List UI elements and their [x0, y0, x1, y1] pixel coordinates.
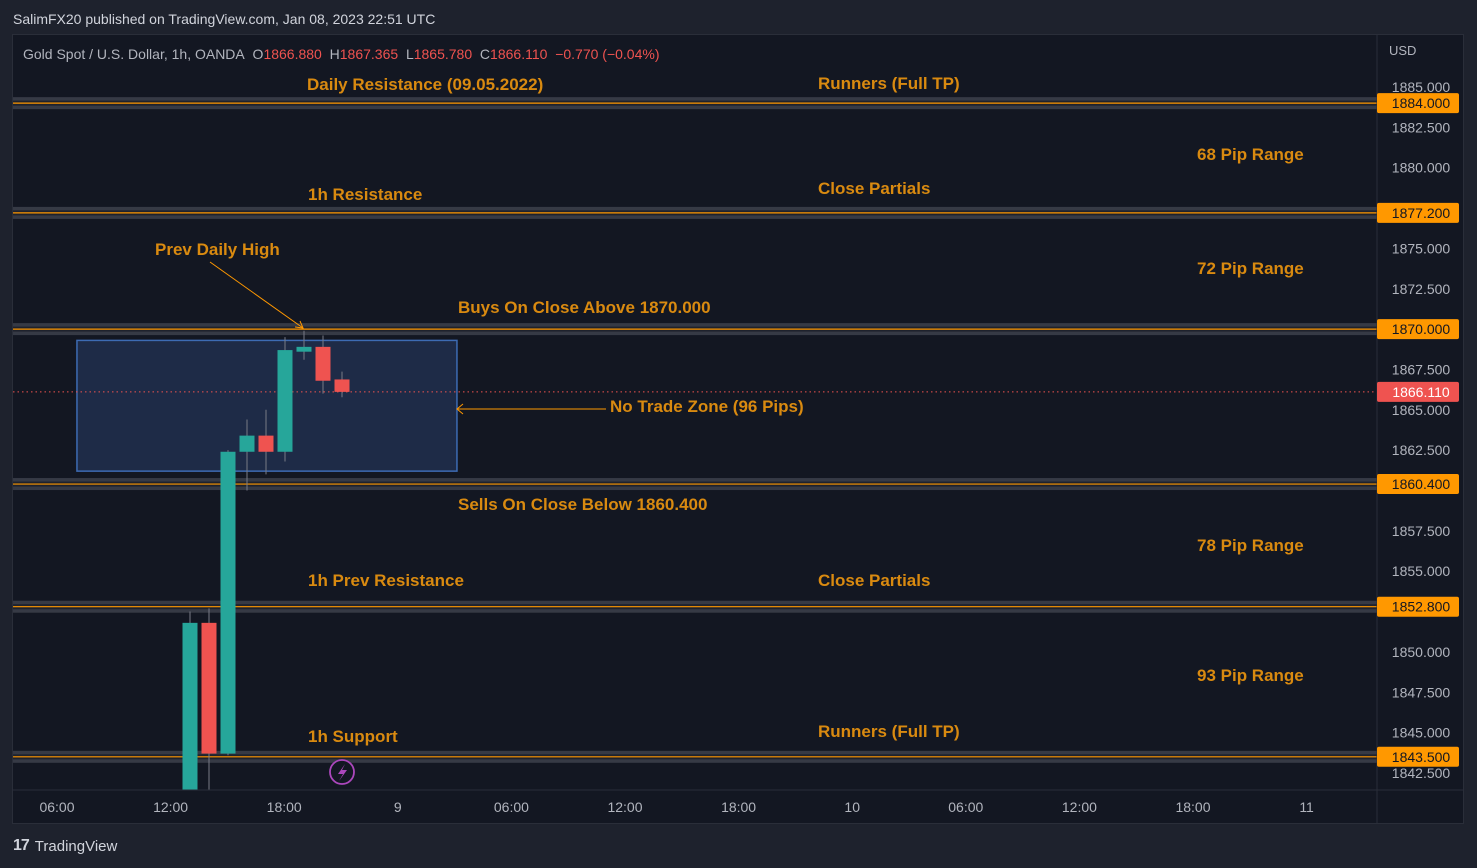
level-price-label-bg: [1377, 474, 1459, 495]
level-price-label-bg: [1377, 596, 1459, 617]
level-price-label: 1870.000: [1377, 319, 1459, 340]
low-label: L: [405, 46, 414, 62]
candle-body: [315, 346, 331, 381]
annotation-1h-prev-resistance: 1h Prev Resistance: [308, 571, 464, 590]
level-price-label-bg: [1377, 319, 1459, 340]
time-tick: 10: [844, 799, 860, 815]
high-value: 1867.365: [339, 46, 399, 62]
annotation-range-93: 93 Pip Range: [1197, 666, 1304, 685]
open-value: 1866.880: [263, 46, 322, 62]
price-tick: 1885.000: [1392, 79, 1451, 95]
arrow-head-icon: [456, 403, 464, 415]
level-price-label-text: 1877.200: [1392, 205, 1451, 221]
annotation-buys: Buys On Close Above 1870.000: [458, 298, 711, 317]
price-tick: 1880.000: [1392, 160, 1451, 176]
last-price-label: 1866.110: [1377, 381, 1459, 402]
annotation-runners-top: Runners (Full TP): [818, 74, 960, 93]
level-price-label-bg: [1377, 746, 1459, 767]
annotation-close-partials-bottom: Close Partials: [818, 571, 931, 590]
time-tick: 12:00: [1062, 799, 1097, 815]
price-tick: 1882.500: [1392, 119, 1451, 135]
time-tick: 11: [1299, 799, 1314, 815]
time-tick: 06:00: [494, 799, 529, 815]
level-price-label-text: 1884.000: [1392, 95, 1451, 111]
price-tick: 1875.000: [1392, 240, 1451, 256]
annotation-prev-daily-high: Prev Daily High: [155, 240, 280, 259]
price-tick: 1850.000: [1392, 644, 1451, 660]
level-price-label-text: 1870.000: [1392, 321, 1451, 337]
close-label: C: [479, 46, 491, 62]
level-price-label-bg: [1377, 93, 1459, 114]
candle-body: [220, 451, 236, 754]
price-tick: 1872.500: [1392, 281, 1451, 297]
level-price-label: 1877.200: [1377, 202, 1459, 223]
annotation-sells: Sells On Close Below 1860.400: [458, 495, 708, 514]
candle-body: [277, 350, 293, 452]
footer: 17 TradingView: [13, 837, 117, 855]
tradingview-logo-icon[interactable]: 17: [13, 837, 30, 854]
price-tick: 1855.000: [1392, 563, 1451, 579]
level-price-label-text: 1852.800: [1392, 599, 1451, 615]
level-price-label: 1860.400: [1377, 474, 1459, 495]
annotation-range-72: 72 Pip Range: [1197, 259, 1304, 278]
low-value: 1865.780: [413, 46, 473, 62]
prev-high-arrow: [209, 261, 304, 329]
price-tick: 1857.500: [1392, 523, 1451, 539]
time-tick: 18:00: [1175, 799, 1210, 815]
time-tick: 06:00: [39, 799, 74, 815]
plot-area: [13, 97, 1377, 790]
time-tick: 18:00: [267, 799, 302, 815]
ohlc-legend: Gold Spot / U.S. Dollar, 1h, OANDA O1866…: [23, 46, 659, 62]
candle-body: [201, 622, 217, 754]
published-info: SalimFX20 published on TradingView.com, …: [13, 11, 436, 27]
close-value: 1866.110: [490, 46, 548, 62]
price-tick: 1865.000: [1392, 402, 1451, 418]
annotation-close-partials-top: Close Partials: [818, 179, 931, 198]
annotation-range-68: 68 Pip Range: [1197, 145, 1304, 164]
level-price-label-bg: [1377, 202, 1459, 223]
change-value: −0.770 (−0.04%): [555, 46, 660, 62]
candle-body: [296, 346, 312, 352]
last-price-label-text: 1866.110: [1392, 384, 1450, 400]
price-tick: 1842.500: [1392, 765, 1451, 781]
last-price-label-bg: [1377, 381, 1459, 402]
open-label: O: [252, 46, 264, 62]
time-tick: 18:00: [721, 799, 756, 815]
annotation-daily-resistance: Daily Resistance (09.05.2022): [307, 75, 544, 94]
price-tick: 1845.000: [1392, 725, 1451, 741]
annotation-1h-resistance: 1h Resistance: [308, 185, 423, 204]
candle-body: [182, 622, 198, 790]
time-tick: 06:00: [948, 799, 983, 815]
level-price-label: 1852.800: [1377, 596, 1459, 617]
candle-body: [334, 379, 350, 392]
high-label: H: [329, 46, 340, 62]
price-tick: 1847.500: [1392, 684, 1451, 700]
brand-name[interactable]: TradingView: [34, 837, 118, 855]
price-tick: 1867.500: [1392, 361, 1451, 377]
level-price-label: 1843.500: [1377, 746, 1459, 767]
candle-body: [239, 435, 255, 452]
time-tick: 12:00: [607, 799, 642, 815]
annotation-no-trade-zone: No Trade Zone (96 Pips): [610, 397, 804, 416]
arrow-head-icon: [294, 320, 304, 329]
annotation-runners-bottom: Runners (Full TP): [818, 722, 960, 741]
annotation-range-78: 78 Pip Range: [1197, 536, 1304, 555]
currency-label: USD: [1389, 43, 1416, 58]
lightning-icon[interactable]: [329, 759, 355, 785]
level-price-label-text: 1860.400: [1392, 476, 1451, 492]
lightning-bolt: [338, 764, 347, 781]
level-price-label-text: 1843.500: [1392, 749, 1451, 765]
level-price-label: 1884.000: [1377, 93, 1459, 114]
time-tick: 12:00: [153, 799, 188, 815]
time-tick: 9: [394, 799, 402, 815]
annotation-1h-support: 1h Support: [308, 727, 398, 746]
price-tick: 1862.500: [1392, 442, 1451, 458]
symbol-name[interactable]: Gold Spot / U.S. Dollar, 1h, OANDA: [23, 46, 245, 62]
candle-body: [258, 435, 274, 452]
